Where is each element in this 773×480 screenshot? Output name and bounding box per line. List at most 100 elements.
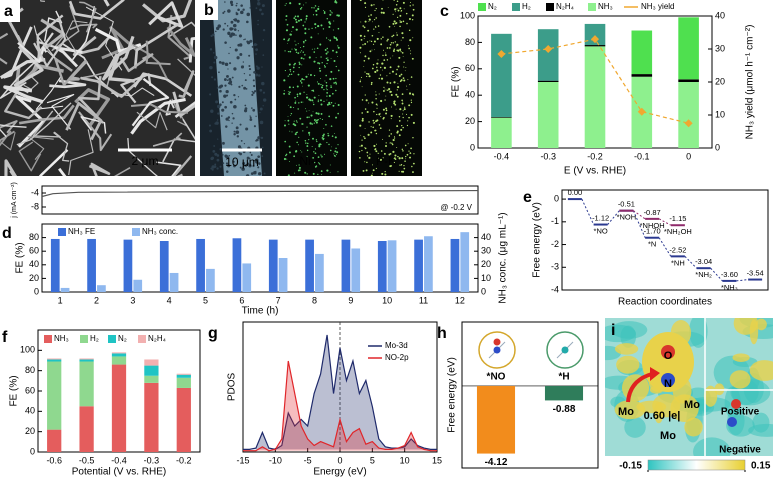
- x-tick-label: 15: [432, 455, 442, 465]
- element-dot: [401, 102, 404, 105]
- x-tick-label: -15: [236, 455, 249, 465]
- element-dot: [406, 124, 409, 127]
- sem-flake: [165, 99, 175, 116]
- element-dot: [308, 131, 311, 134]
- element-dot: [393, 156, 396, 160]
- element-dot: [305, 142, 307, 144]
- pore: [227, 31, 231, 36]
- element-dot: [304, 39, 307, 42]
- p-map: [351, 0, 422, 176]
- pore: [228, 52, 230, 55]
- element-dot: [411, 14, 414, 17]
- element-dot: [284, 140, 287, 143]
- y-tick-label: 80: [29, 232, 39, 242]
- pore: [215, 121, 219, 125]
- element-dot: [402, 36, 404, 39]
- element-dot: [289, 68, 292, 71]
- element-dot: [323, 133, 325, 136]
- element-dot: [399, 80, 402, 83]
- x-axis-title: E (V vs. RHE): [564, 166, 626, 177]
- pore: [257, 0, 260, 2]
- element-dot: [325, 82, 328, 84]
- sem-flake: [152, 132, 183, 147]
- element-dot: [297, 144, 299, 146]
- pore: [244, 109, 248, 113]
- pore: [238, 85, 241, 88]
- pore: [228, 77, 232, 81]
- pore: [217, 138, 219, 140]
- element-dot: [300, 150, 302, 151]
- element-dot: [295, 21, 298, 24]
- sem-flake: [177, 58, 195, 77]
- element-dot: [385, 89, 387, 91]
- element-dot: [361, 99, 364, 101]
- element-dot: [332, 104, 335, 107]
- sem-flake: [130, 103, 188, 114]
- element-dot: [334, 102, 336, 104]
- pore: [236, 19, 240, 23]
- element-dot: [389, 57, 391, 59]
- pore: [251, 90, 253, 93]
- element-dot: [330, 125, 333, 127]
- element-dot: [294, 48, 297, 51]
- x-tick-label: 7: [276, 295, 281, 305]
- pore: [236, 161, 239, 163]
- sem-flake: [51, 5, 80, 52]
- pore: [225, 162, 229, 165]
- element-dot: [313, 151, 315, 153]
- x-tick-label: 6: [239, 295, 244, 305]
- element-dot: [308, 116, 310, 118]
- element-dot: [386, 75, 388, 77]
- element-dot: [294, 62, 296, 65]
- legend-swatch: [138, 335, 146, 343]
- element-dot: [367, 57, 370, 60]
- element-dot: [379, 158, 383, 162]
- element-dot: [300, 18, 303, 21]
- element-dot: [306, 149, 309, 152]
- panel-letter: i: [611, 322, 615, 339]
- pore: [259, 111, 261, 114]
- pore: [215, 100, 219, 104]
- element-dot: [294, 15, 297, 18]
- charge-density-image: [605, 318, 773, 456]
- element-dot: [306, 96, 309, 99]
- element-dot: [365, 169, 368, 172]
- x-tick-label: 9: [348, 295, 353, 305]
- element-dot: [325, 57, 328, 60]
- element-dot: [370, 4, 373, 7]
- pore: [255, 65, 258, 68]
- pore: [248, 68, 252, 71]
- element-dot: [304, 27, 307, 30]
- element-dot: [291, 26, 295, 29]
- element-dot: [403, 108, 406, 111]
- element-dot: [308, 139, 310, 141]
- element-dot: [407, 120, 409, 122]
- element-dot: [380, 11, 383, 14]
- bar: [341, 239, 351, 292]
- element-dot: [412, 162, 415, 165]
- pore: [230, 3, 234, 7]
- element-dot: [293, 155, 296, 158]
- element-dot: [396, 125, 399, 128]
- element-dot: [320, 170, 323, 172]
- element-dot: [409, 152, 412, 154]
- legend-label: NO-2p: [385, 353, 409, 362]
- element-dot: [305, 17, 308, 20]
- y2-tick-label: 10: [481, 273, 491, 283]
- element-dot: [318, 95, 320, 97]
- element-dot: [386, 47, 389, 49]
- element-dot: [366, 151, 369, 154]
- element-dot: [368, 18, 371, 21]
- element-dot: [296, 93, 299, 96]
- pore: [244, 104, 247, 107]
- element-dot: [298, 102, 300, 104]
- x-tick-label: 11: [419, 295, 428, 305]
- sem-flake: [33, 25, 59, 62]
- element-dot: [283, 79, 286, 82]
- element-dot: [297, 43, 299, 45]
- atom-n: [727, 417, 737, 427]
- element-dot: [288, 86, 291, 89]
- pore: [255, 170, 257, 173]
- element-dot: [386, 40, 388, 42]
- pore: [218, 61, 222, 64]
